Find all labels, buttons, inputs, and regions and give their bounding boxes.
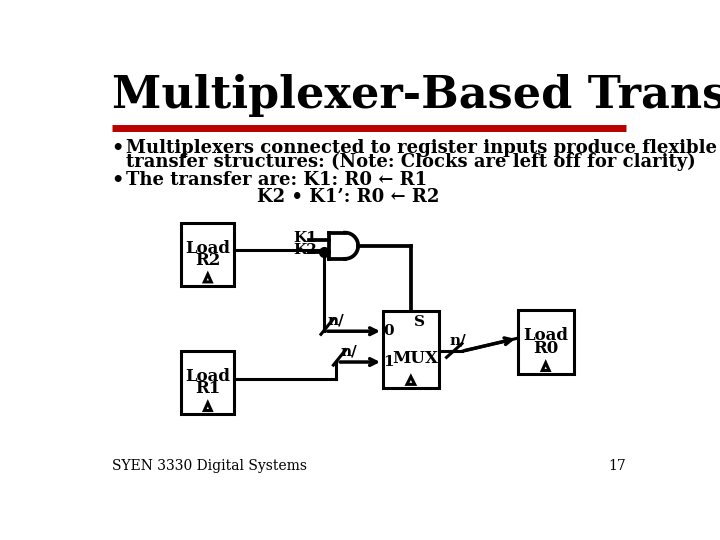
Text: SYEN 3330 Digital Systems: SYEN 3330 Digital Systems xyxy=(112,459,307,473)
Text: Load: Load xyxy=(185,240,230,256)
Text: transfer structures: (Note: Clocks are left off for clarity): transfer structures: (Note: Clocks are l… xyxy=(126,153,696,171)
Text: K2: K2 xyxy=(293,243,317,257)
Text: Load: Load xyxy=(185,368,230,385)
Text: •: • xyxy=(112,171,124,190)
Text: K1: K1 xyxy=(293,232,317,246)
Text: Load: Load xyxy=(523,327,568,345)
Text: The transfer are: K1: R0 ← R1: The transfer are: K1: R0 ← R1 xyxy=(126,171,427,189)
Text: R0: R0 xyxy=(533,340,558,356)
Text: Multiplexer-Based Transfers: Multiplexer-Based Transfers xyxy=(112,74,720,117)
Text: n/: n/ xyxy=(328,313,345,327)
Bar xyxy=(181,222,234,286)
Text: •: • xyxy=(112,139,124,158)
Bar xyxy=(383,311,438,388)
Text: K2 • K1’: R0 ← R2: K2 • K1’: R0 ← R2 xyxy=(256,188,439,206)
Text: R1: R1 xyxy=(195,381,220,397)
Text: Multiplexers connected to register inputs produce flexible: Multiplexers connected to register input… xyxy=(126,139,716,157)
Text: 17: 17 xyxy=(608,459,626,473)
Text: S: S xyxy=(414,315,425,329)
Bar xyxy=(181,351,234,414)
Text: n/: n/ xyxy=(341,344,357,358)
Text: 1: 1 xyxy=(383,355,394,369)
Text: MUX: MUX xyxy=(392,350,438,367)
Text: 0: 0 xyxy=(383,324,394,338)
Bar xyxy=(518,309,574,374)
Text: n/: n/ xyxy=(449,334,467,347)
Text: R2: R2 xyxy=(195,252,220,269)
